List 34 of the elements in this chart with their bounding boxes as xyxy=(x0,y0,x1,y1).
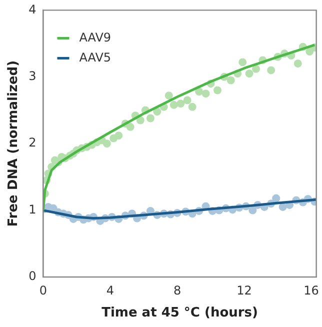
point xyxy=(176,100,185,108)
point xyxy=(267,66,276,74)
y-tick-label: 0 xyxy=(28,269,36,284)
point xyxy=(126,122,134,131)
y-axis-title: Free DNA (normalized) xyxy=(6,60,22,227)
point xyxy=(202,90,210,98)
x-tick-label: 12 xyxy=(236,283,252,298)
x-tick-label: 0 xyxy=(39,283,48,298)
point xyxy=(188,102,196,111)
point xyxy=(248,206,257,214)
point xyxy=(226,76,235,84)
point xyxy=(294,60,302,68)
y-tick-label: 3 xyxy=(28,69,36,84)
legend-label: AAV5 xyxy=(79,50,112,64)
legend-label: AAV9 xyxy=(79,30,112,44)
point xyxy=(183,96,192,104)
point xyxy=(238,58,247,66)
point xyxy=(170,100,178,109)
y-tick-label: 2 xyxy=(28,136,36,150)
point xyxy=(213,86,222,94)
x-axis-title: Time at 45 °C (hours) xyxy=(102,306,258,321)
y-tick-label: 1 xyxy=(28,202,36,216)
point xyxy=(272,194,280,202)
point xyxy=(146,114,154,122)
y-tick-label: 4 xyxy=(28,2,36,16)
x-tick-label: 4 xyxy=(106,283,114,298)
point xyxy=(245,70,254,78)
point xyxy=(164,92,173,100)
point xyxy=(252,64,260,73)
x-tick-label: 16 xyxy=(304,283,319,298)
x-tick-label: 8 xyxy=(173,283,182,298)
point xyxy=(136,116,144,124)
point xyxy=(114,132,123,140)
point xyxy=(102,140,111,148)
